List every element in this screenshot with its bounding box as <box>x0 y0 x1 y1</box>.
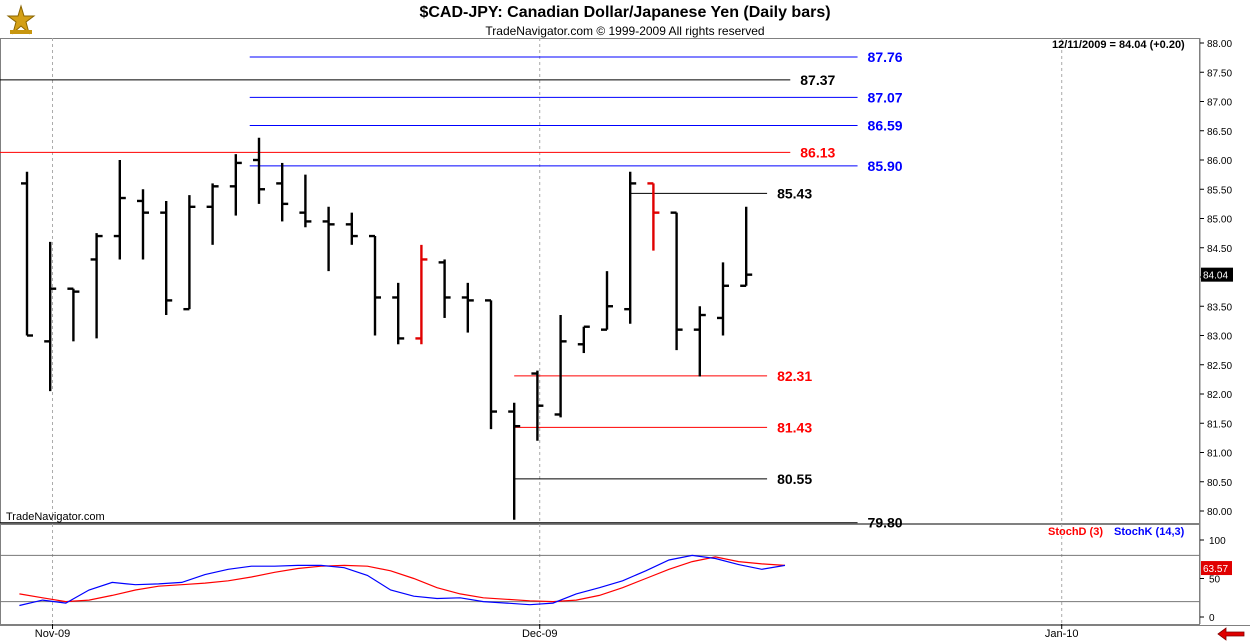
fib-level-label: 80.55 <box>777 471 812 487</box>
last-quote: 12/11/2009 = 84.04 (+0.20) <box>1052 39 1185 51</box>
date-axis: Nov-09 Dec-09 Jan-10 <box>35 624 1079 640</box>
chart-title: $CAD-JPY: Canadian Dollar/Japanese Yen (… <box>419 4 831 21</box>
legend-stochd: StochD (3) <box>1048 526 1103 538</box>
current-price-tag <box>1201 267 1233 282</box>
price-tick-label: 82.00 <box>1207 390 1232 401</box>
price-tick-label: 80.00 <box>1207 507 1232 518</box>
price-tick-label: 84.50 <box>1207 244 1232 255</box>
fib-level-label: 87.76 <box>868 49 903 65</box>
fib-level-label: 87.07 <box>868 89 903 105</box>
price-tick-label: 86.00 <box>1207 156 1232 167</box>
price-tick-label: 83.50 <box>1207 302 1232 313</box>
price-tick-label: 88.00 <box>1207 39 1232 50</box>
price-panel-border <box>0 38 1200 524</box>
date-label: Jan-10 <box>1045 628 1079 640</box>
price-tick-label: 87.00 <box>1207 98 1232 109</box>
fib-level-label: 85.90 <box>868 158 903 174</box>
price-tick-label: 81.50 <box>1207 419 1232 430</box>
price-bars <box>21 137 753 520</box>
stoch-tick-label: 50 <box>1209 575 1221 586</box>
fib-level-label: 86.13 <box>800 144 835 160</box>
stoch-value-text: 63.57 <box>1203 564 1228 575</box>
stoch-tick-label: 100 <box>1209 536 1226 547</box>
stoch-series-line <box>19 554 786 607</box>
date-label: Dec-09 <box>522 628 557 640</box>
legend-stochk: StochK (14,3) <box>1114 526 1185 538</box>
watermark: TradeNavigator.com <box>6 511 105 523</box>
price-tick-label: 86.50 <box>1207 127 1232 138</box>
price-tick-label: 85.50 <box>1207 185 1232 196</box>
current-price-value: 84.04 <box>1203 271 1228 282</box>
fib-level-label: 82.31 <box>777 368 812 384</box>
fib-level-label: 79.80 <box>868 515 903 531</box>
date-label: Nov-09 <box>35 628 70 640</box>
price-axis: 88.00 87.50 87.00 86.50 86.00 85.50 85.00 84.50… <box>1200 39 1232 518</box>
copyright-subtitle: TradeNavigator.com © 1999-2009 All right… <box>485 24 765 38</box>
stoch-panel-border <box>0 524 1200 625</box>
fib-level-label: 86.59 <box>868 117 903 133</box>
price-tick-label: 87.50 <box>1207 68 1232 79</box>
fib-level-label: 87.37 <box>800 72 835 88</box>
stoch-tick-label: 0 <box>1209 613 1215 624</box>
stochastic-panel: 100 50 0 StochD (3) StochK (14,3) <box>0 526 1226 624</box>
grid-lines <box>52 38 1063 624</box>
fib-level-label: 85.43 <box>777 185 812 201</box>
fibonacci-levels: 87.76 87.37 87.07 86.59 86.13 85.90 85.43 82.31… <box>0 49 903 531</box>
trade-navigator-logo-icon[interactable] <box>4 4 38 36</box>
price-tick-label: 85.00 <box>1207 215 1232 226</box>
price-tick-label: 80.50 <box>1207 478 1232 489</box>
price-tick-label: 81.00 <box>1207 449 1232 460</box>
value-tags: 84.04 63.57 <box>1201 267 1233 576</box>
stoch-series-line <box>19 556 786 603</box>
price-tick-label: 82.50 <box>1207 361 1232 372</box>
fib-level-label: 81.43 <box>777 419 812 435</box>
stoch-value-tag <box>1201 561 1232 576</box>
price-tick-label: 83.00 <box>1207 332 1232 343</box>
back-arrow-icon[interactable] <box>1216 627 1246 641</box>
